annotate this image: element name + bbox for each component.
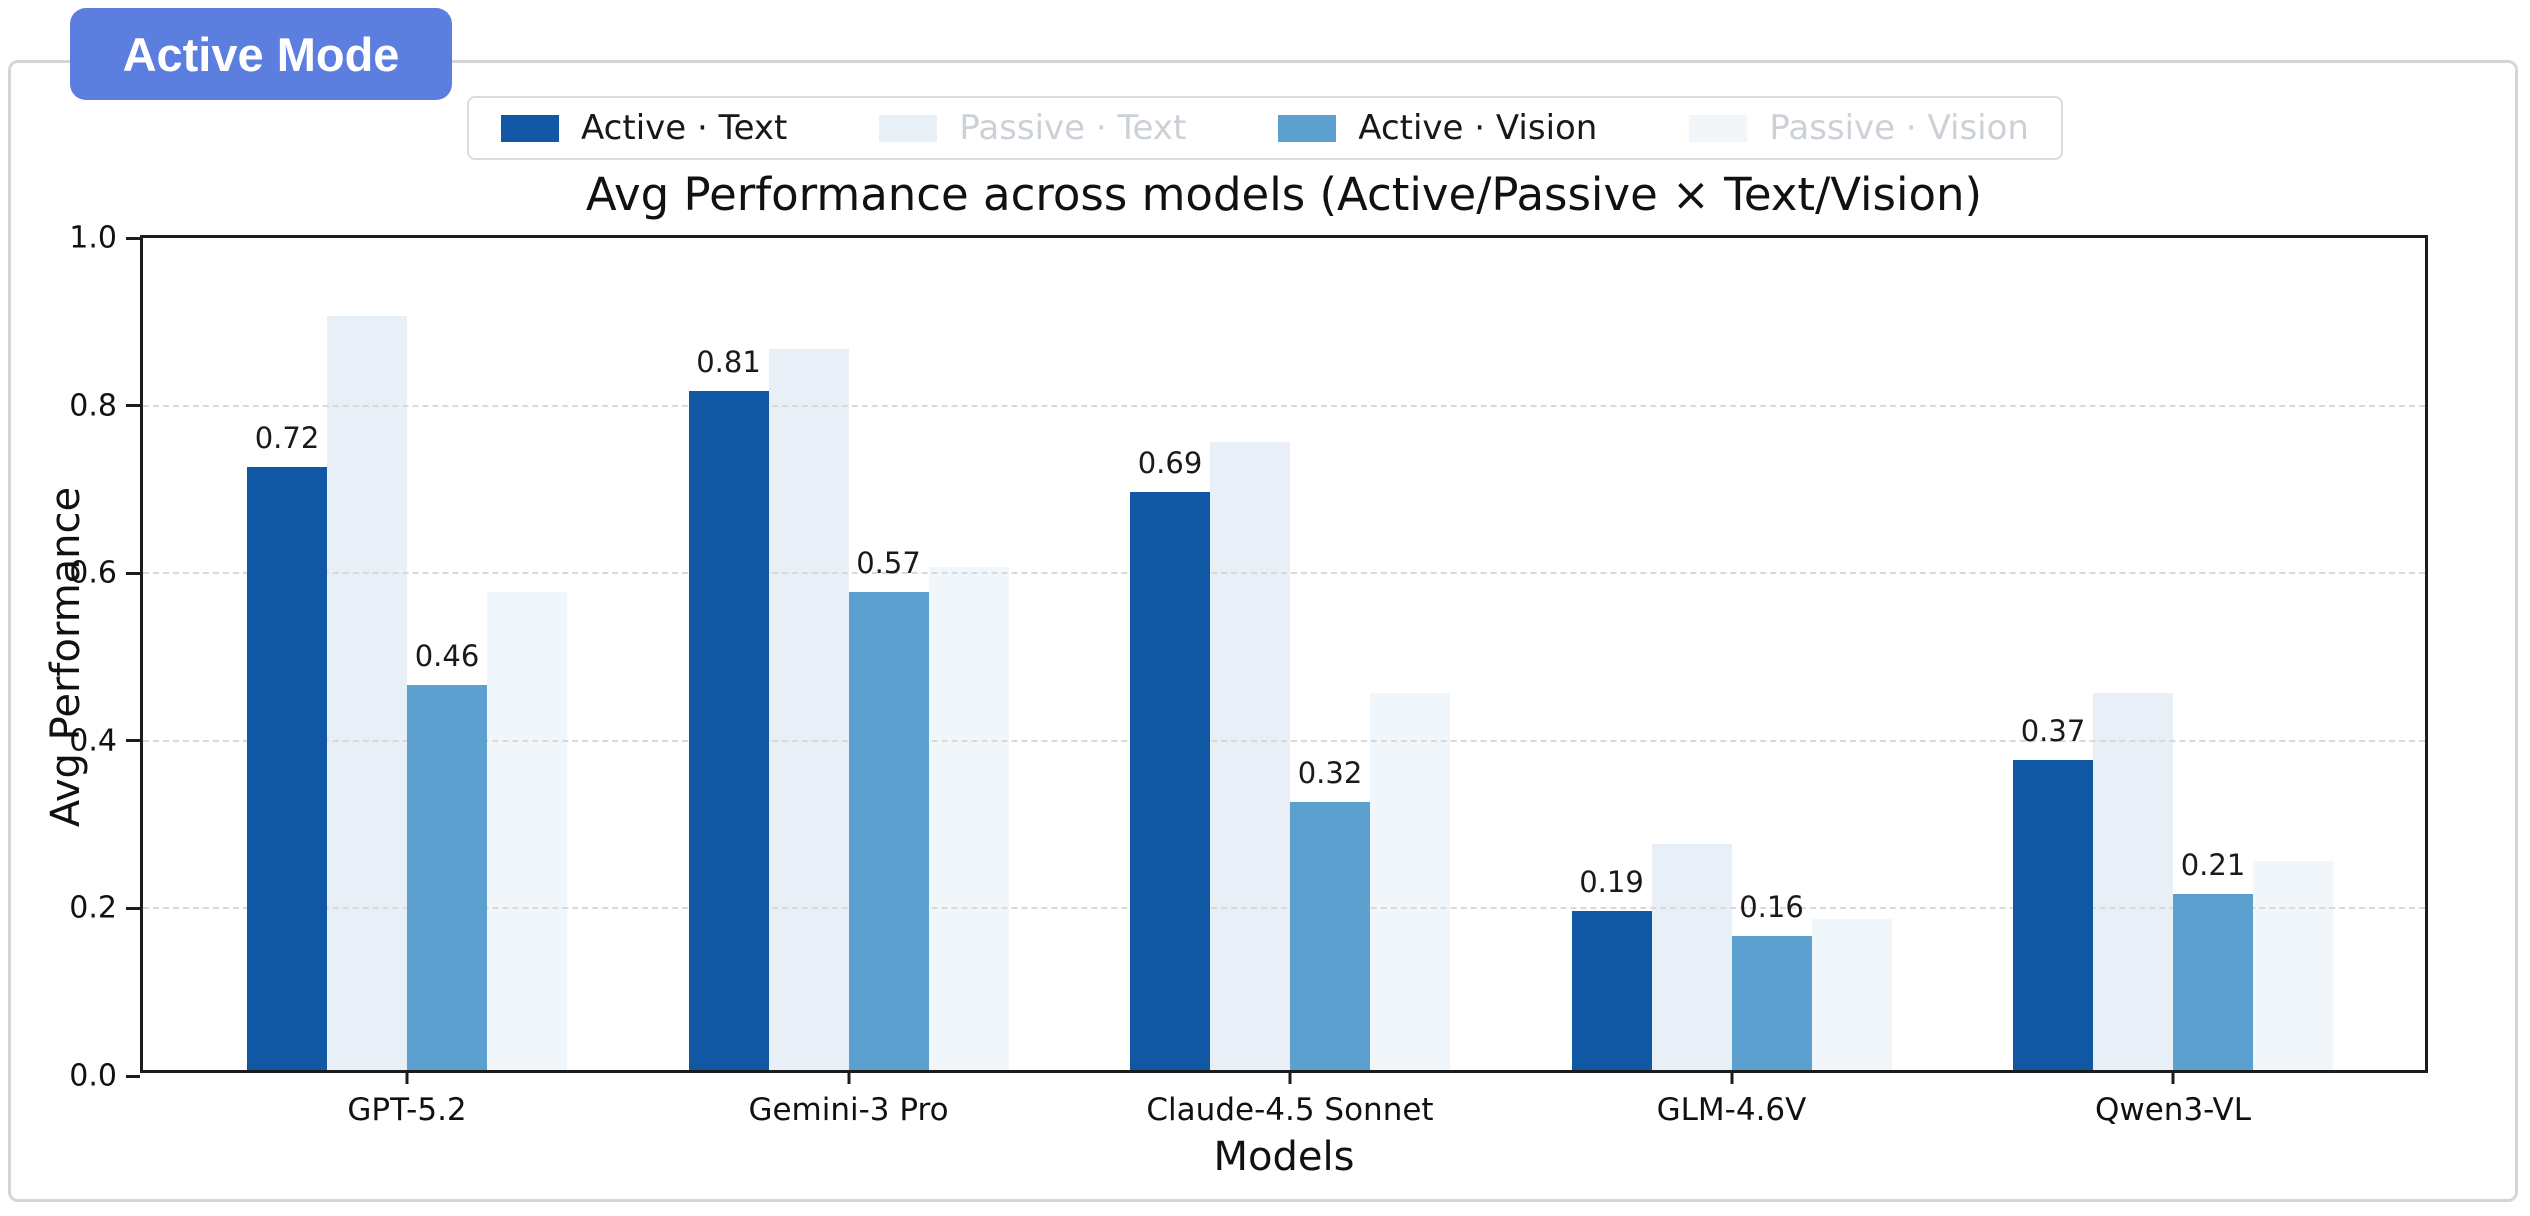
y-tick-mark [126,571,140,575]
bar-Qwen3-VL-Active · Text [2013,759,2093,1070]
legend-swatch-icon [501,114,560,142]
chart-title: Avg Performance across models (Active/Pa… [585,168,1983,221]
y-tick-mark [126,404,140,408]
legend-label: Active · Vision [1358,108,1598,148]
y-tick-mark [126,236,140,240]
x-tick-label-Gemini-3 Pro: Gemini-3 Pro [748,1092,949,1128]
y-tick-label: 0.6 [69,555,117,591]
active-mode-badge-label: Active Mode [122,27,400,81]
y-tick-label: 0.0 [69,1058,117,1094]
x-tick-mark [847,1070,850,1084]
y-tick-mark [126,1074,140,1078]
chart-legend: Active · Text Passive · Text Active · Visi… [467,96,2063,160]
bar-Claude-4.5 Sonnet-Active · Vision [1290,801,1370,1070]
bar-GLM-4.6V-Passive · Text [1651,843,1732,1070]
bar-value-label: 0.57 [856,546,921,581]
bar-GLM-4.6V-Active · Text [1571,910,1652,1070]
bar-GPT-5.2-Active · Text [247,466,327,1070]
x-axis-label: Models [1213,1134,1355,1180]
y-tick-mark [126,739,140,743]
x-tick-label-Qwen3-VL: Qwen3-VL [2094,1092,2252,1128]
x-tick-mark [1730,1070,1733,1084]
x-tick-mark [405,1070,409,1084]
y-tick-label: 0.4 [69,723,117,759]
bar-Gemini-3 Pro-Active · Vision [848,592,929,1070]
legend-item-0: Active · Text [501,108,787,148]
bar-value-label: 0.81 [696,345,761,380]
bar-value-label: 0.72 [254,420,320,455]
x-tick-mark [2171,1070,2175,1084]
legend-label: Passive · Text [959,108,1187,148]
y-tick-label: 1.0 [69,220,117,256]
bar-value-label: 0.19 [1579,864,1644,899]
x-tick-label-GLM-4.6V: GLM-4.6V [1656,1092,1807,1128]
bar-value-label: 0.69 [1137,445,1203,480]
bar-Qwen3-VL-Passive · Vision [2253,860,2333,1070]
bar-Qwen3-VL-Passive · Text [2093,692,2173,1070]
legend-item-3: Passive · Vision [1689,108,2029,148]
bar-GLM-4.6V-Passive · Vision [1811,919,1892,1070]
gridline-0.8 [143,404,2425,407]
bar-GPT-5.2-Passive · Text [327,315,407,1070]
active-mode-badge: Active Mode [70,8,452,100]
bar-Claude-4.5 Sonnet-Passive · Vision [1370,692,1450,1070]
bar-value-label: 0.37 [2020,713,2086,748]
bar-Gemini-3 Pro-Active · Text [688,391,769,1070]
gridline-0.6 [143,572,2425,575]
bar-Claude-4.5 Sonnet-Active · Text [1130,491,1210,1070]
bar-GLM-4.6V-Active · Vision [1731,935,1812,1070]
legend-item-1: Passive · Text [879,108,1186,148]
y-tick-label: 0.2 [69,890,117,926]
y-tick-mark [126,906,140,910]
legend-label: Passive · Vision [1769,108,2029,148]
gridline-0.2 [143,907,2425,910]
legend-swatch-icon [1689,114,1748,142]
bar-Gemini-3 Pro-Passive · Vision [928,567,1009,1070]
legend-label: Active · Text [581,108,788,148]
bar-Qwen3-VL-Active · Vision [2173,894,2253,1070]
bar-Claude-4.5 Sonnet-Passive · Text [1210,441,1290,1070]
bar-value-label: 0.32 [1297,755,1363,790]
x-tick-label-GPT-5.2: GPT-5.2 [347,1092,467,1128]
bar-value-label: 0.21 [2180,848,2246,883]
bar-GPT-5.2-Passive · Vision [487,592,567,1070]
gridline-0.4 [143,739,2425,742]
legend-swatch-icon [879,114,938,142]
x-tick-mark [1288,1070,1292,1084]
bar-GPT-5.2-Active · Vision [407,684,487,1070]
legend-item-2: Active · Vision [1278,108,1597,148]
legend-swatch-icon [1278,114,1337,142]
plot-area: 0.0 0.2 0.4 0.6 0.8 1.0 0.72 0.46 GPT-5.2 0.81 0.5… [69,221,2428,1128]
bar-value-label: 0.16 [1739,889,1804,924]
x-tick-label-Claude-4.5 Sonnet: Claude-4.5 Sonnet [1146,1092,1434,1128]
y-tick-label: 0.8 [69,388,117,424]
bar-Gemini-3 Pro-Passive · Text [768,349,849,1070]
bar-value-label: 0.46 [414,638,480,673]
